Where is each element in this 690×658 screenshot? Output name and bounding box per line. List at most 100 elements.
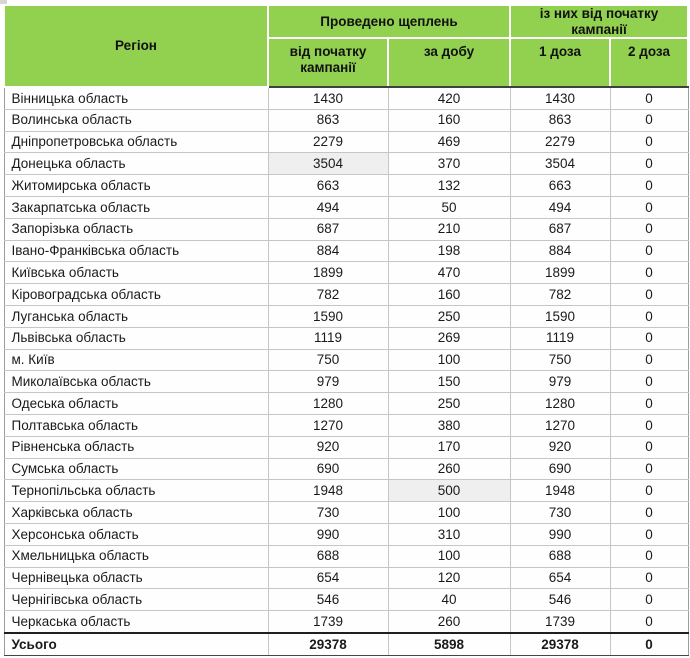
dose1-cell: 863 bbox=[509, 108, 611, 132]
dose2-cell: 0 bbox=[609, 522, 689, 546]
dose1-cell: 663 bbox=[509, 174, 611, 198]
col-group-vaccinations-performed: Проведено щеплень bbox=[267, 3, 511, 40]
per-day-cell: 310 bbox=[387, 522, 511, 546]
table-row: Кіровоградська область 782 160 782 0 bbox=[3, 283, 689, 306]
region-cell: Одеська область bbox=[3, 392, 269, 415]
since-start-cell: 1899 bbox=[267, 261, 389, 285]
dose1-cell: 687 bbox=[509, 217, 611, 241]
since-start-cell: 29378 bbox=[267, 631, 389, 656]
dose2-cell: 0 bbox=[609, 86, 689, 110]
dose1-cell: 688 bbox=[509, 544, 611, 568]
dose1-cell: 1899 bbox=[509, 261, 611, 285]
dose2-cell: 0 bbox=[609, 631, 689, 656]
since-start-cell: 663 bbox=[267, 174, 389, 198]
region-cell: Львівська область bbox=[3, 326, 269, 350]
region-cell: Закарпатська область bbox=[3, 196, 269, 219]
region-cell: Чернігівська область bbox=[3, 588, 269, 612]
dose2-cell: 0 bbox=[609, 196, 689, 219]
table-row: Рівненська область 920 170 920 0 bbox=[3, 435, 689, 459]
dose2-cell: 0 bbox=[609, 152, 689, 176]
table-row: Харківська область 730 100 730 0 bbox=[3, 501, 689, 524]
since-start-cell: 979 bbox=[267, 370, 389, 394]
dose2-cell: 0 bbox=[609, 610, 689, 634]
table-row: Закарпатська область 494 50 494 0 bbox=[3, 196, 689, 219]
region-cell: Херсонська область bbox=[3, 522, 269, 546]
total-row: Усього 29378 5898 29378 0 bbox=[3, 631, 689, 656]
per-day-cell: 210 bbox=[387, 217, 511, 241]
dose2-cell: 0 bbox=[609, 588, 689, 612]
dose2-cell: 0 bbox=[609, 283, 689, 306]
table-row: Вінницька область 1430 420 1430 0 bbox=[3, 86, 689, 110]
since-start-cell: 494 bbox=[267, 196, 389, 219]
region-cell: Рівненська область bbox=[3, 435, 269, 459]
table-row: Житомирська область 663 132 663 0 bbox=[3, 174, 689, 198]
dose1-cell: 3504 bbox=[509, 152, 611, 176]
since-start-cell: 1739 bbox=[267, 610, 389, 634]
since-start-cell: 1948 bbox=[267, 479, 389, 503]
dose1-cell: 690 bbox=[509, 457, 611, 481]
dose1-cell: 782 bbox=[509, 283, 611, 306]
region-cell: Черкаська область bbox=[3, 610, 269, 634]
col-header-dose-2: 2 доза bbox=[608, 37, 690, 89]
col-group-of-them-since-campaign-start: із них від початку кампанії bbox=[508, 3, 690, 40]
since-start-cell: 750 bbox=[267, 348, 389, 372]
header-row-groups: Регіон Проведено щеплень із них від поча… bbox=[3, 3, 690, 89]
since-start-cell: 990 bbox=[267, 522, 389, 546]
dose2-cell: 0 bbox=[609, 217, 689, 241]
region-cell: Чернівецька область bbox=[3, 566, 269, 590]
per-day-cell: 100 bbox=[387, 501, 511, 524]
dose1-cell: 1739 bbox=[509, 610, 611, 634]
col-header-since-campaign-start: від початку кампанії bbox=[267, 37, 389, 89]
table-row: Івано-Франківська область 884 198 884 0 bbox=[3, 239, 689, 263]
region-cell: Харківська область bbox=[3, 501, 269, 524]
table-row: Миколаївська область 979 150 979 0 bbox=[3, 370, 689, 394]
per-day-cell: 120 bbox=[387, 566, 511, 590]
dose2-cell: 0 bbox=[609, 457, 689, 481]
since-start-cell: 730 bbox=[267, 501, 389, 524]
since-start-cell: 1430 bbox=[267, 86, 389, 110]
screen-artifact bbox=[0, 0, 7, 4]
since-start-cell: 1270 bbox=[267, 413, 389, 437]
per-day-cell: 260 bbox=[387, 457, 511, 481]
region-cell: м. Київ bbox=[3, 348, 269, 372]
dose2-cell: 0 bbox=[609, 370, 689, 394]
since-start-cell: 654 bbox=[267, 566, 389, 590]
since-start-cell: 863 bbox=[267, 108, 389, 132]
region-cell: Кіровоградська область bbox=[3, 283, 269, 306]
region-cell: Дніпропетровська область bbox=[3, 130, 269, 154]
vaccination-table: Регіон Проведено щеплень із них від поча… bbox=[3, 3, 690, 656]
per-day-cell: 250 bbox=[387, 392, 511, 415]
table-row: Львівська область 1119 269 1119 0 bbox=[3, 326, 689, 350]
region-cell: Усього bbox=[3, 631, 269, 656]
region-cell: Луганська область bbox=[3, 305, 269, 328]
table-row: Полтавська область 1270 380 1270 0 bbox=[3, 413, 689, 437]
table-row: Чернігівська область 546 40 546 0 bbox=[3, 588, 689, 612]
dose2-cell: 0 bbox=[609, 239, 689, 263]
dose1-cell: 1119 bbox=[509, 326, 611, 350]
dose1-cell: 1280 bbox=[509, 392, 611, 415]
dose1-cell: 750 bbox=[509, 348, 611, 372]
dose1-cell: 730 bbox=[509, 501, 611, 524]
table-row: Чернівецька область 654 120 654 0 bbox=[3, 566, 689, 590]
since-start-cell: 688 bbox=[267, 544, 389, 568]
table-row: Запорізька область 687 210 687 0 bbox=[3, 217, 689, 241]
dose2-cell: 0 bbox=[609, 435, 689, 459]
per-day-cell: 198 bbox=[387, 239, 511, 263]
dose1-cell: 920 bbox=[509, 435, 611, 459]
table-row: Луганська область 1590 250 1590 0 bbox=[3, 305, 689, 328]
per-day-cell: 469 bbox=[387, 130, 511, 154]
region-cell: Запорізька область bbox=[3, 217, 269, 241]
col-header-per-day: за добу bbox=[387, 37, 511, 89]
table-row: Тернопільська область 1948 500 1948 0 bbox=[3, 479, 689, 503]
region-cell: Волинська область bbox=[3, 108, 269, 132]
dose2-cell: 0 bbox=[609, 326, 689, 350]
per-day-cell: 380 bbox=[387, 413, 511, 437]
table-header: Регіон Проведено щеплень із них від поча… bbox=[3, 3, 690, 89]
per-day-cell: 250 bbox=[387, 305, 511, 328]
table-row: Херсонська область 990 310 990 0 bbox=[3, 522, 689, 546]
header-row-subcolumns: від початку кампанії за добу 1 доза 2 до… bbox=[4, 37, 690, 89]
per-day-cell: 100 bbox=[387, 544, 511, 568]
per-day-cell: 160 bbox=[387, 283, 511, 306]
since-start-cell: 3504 bbox=[267, 152, 389, 176]
dose1-cell: 1430 bbox=[509, 86, 611, 110]
